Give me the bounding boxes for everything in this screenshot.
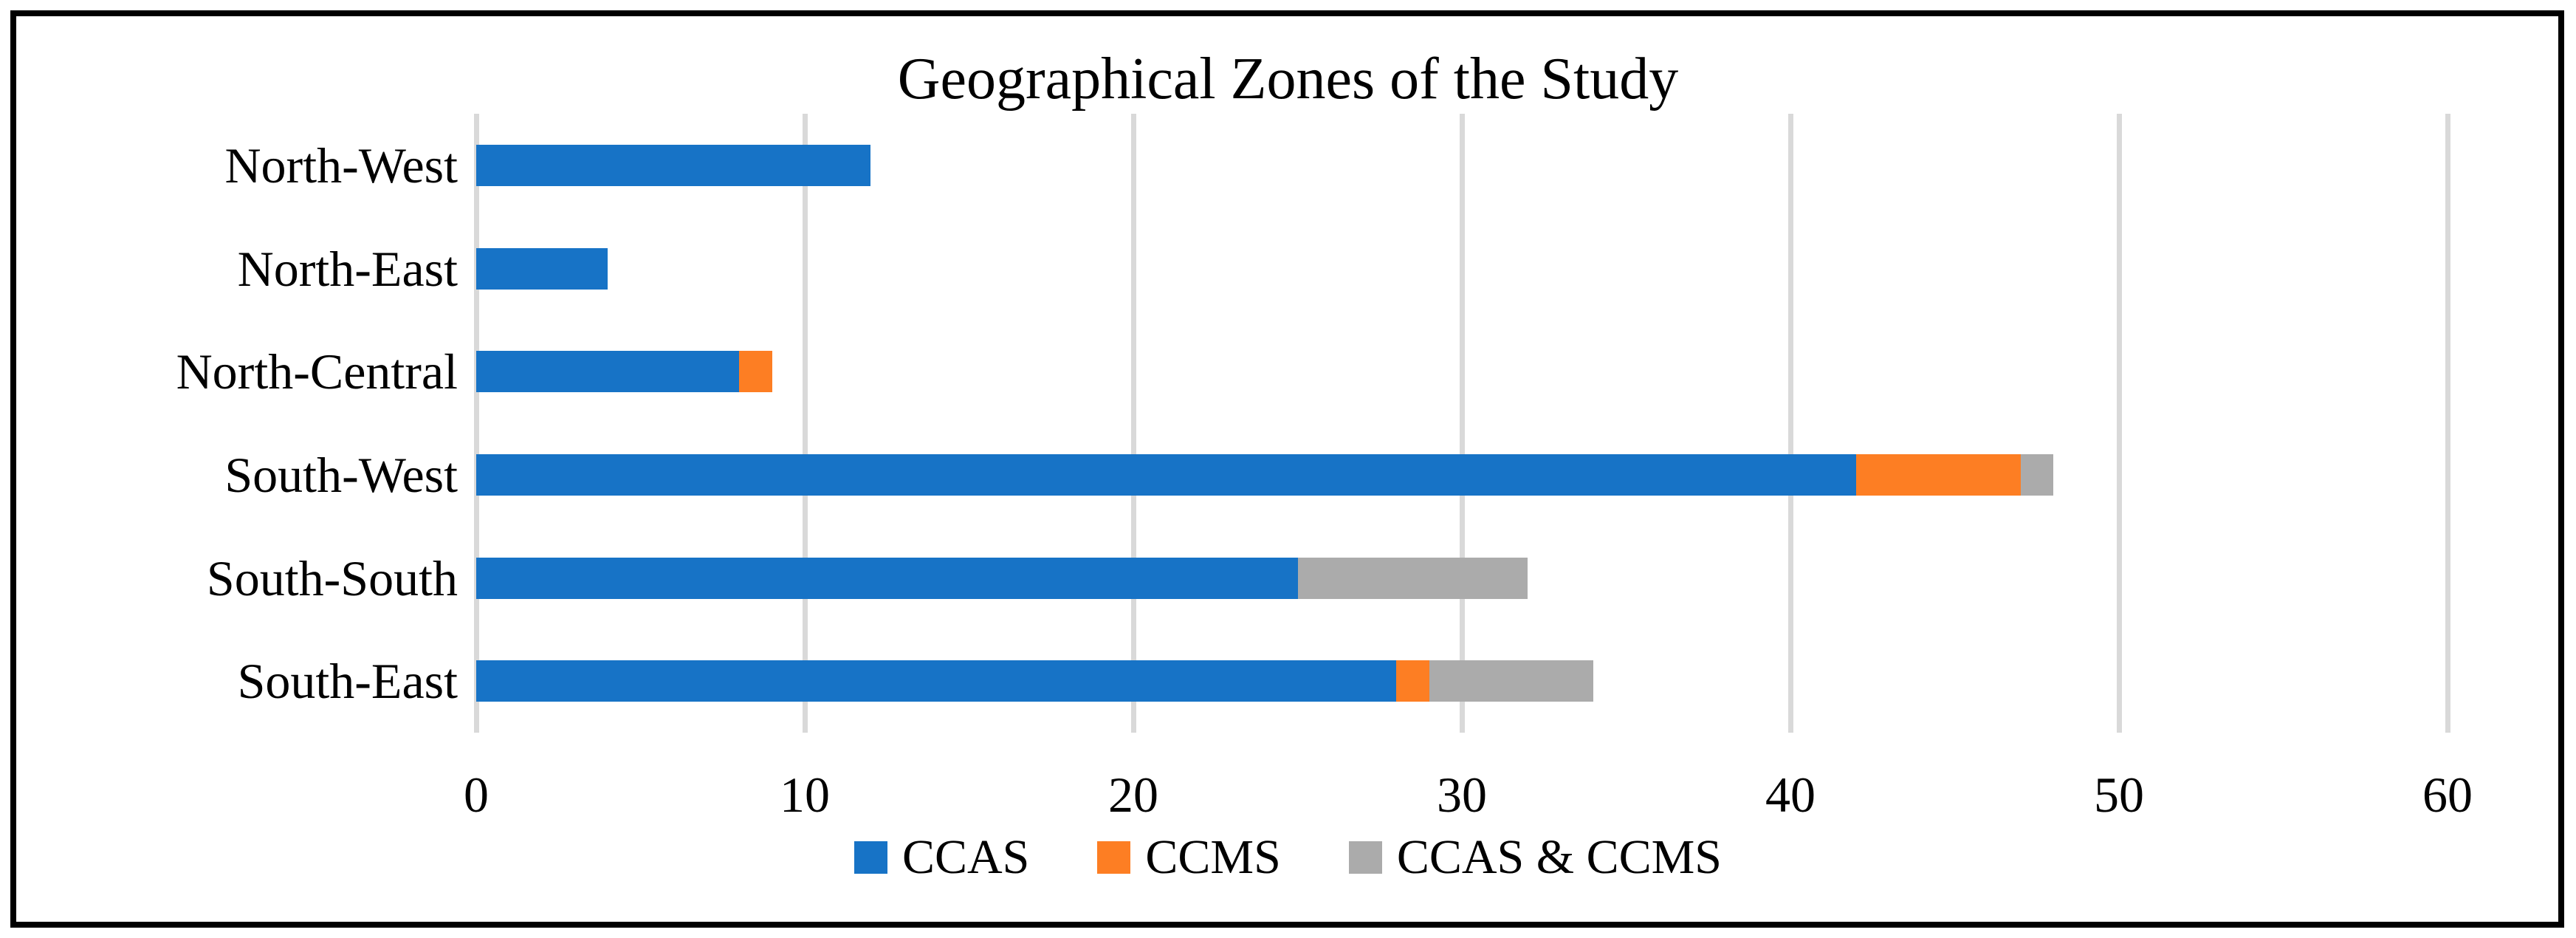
bar-segment-south-south-ccas [476, 557, 1298, 599]
bar-segment-north-east-ccas [476, 247, 608, 290]
legend-swatch-icon [1348, 841, 1382, 874]
x-tick-label-20: 20 [1108, 767, 1158, 823]
category-label-north-west: North-West [224, 137, 458, 194]
legend-item-ccas-and-ccms: CCAS & CCMS [1348, 830, 1723, 884]
legend: CCAS CCMS CCAS & CCMS [0, 833, 2576, 882]
legend-label: CCMS [1145, 830, 1281, 884]
legend-label: CCAS [901, 830, 1030, 884]
legend-swatch-icon [1097, 841, 1131, 874]
x-tick-label-50: 50 [2094, 767, 2144, 823]
gridline-0 [474, 114, 479, 733]
bar-segment-south-west-ccas [476, 453, 1856, 496]
category-label-south-east: South-East [237, 653, 458, 710]
x-tick-label-30: 30 [1437, 767, 1487, 823]
x-tick-label-40: 40 [1765, 767, 1816, 823]
bar-segment-north-west-ccas [476, 144, 870, 186]
category-label-south-south: South-South [206, 550, 458, 606]
category-label-north-east: North-East [237, 240, 458, 297]
bar-segment-south-south-ccas-and-ccms [1297, 557, 1528, 599]
gridline-60 [2445, 114, 2450, 733]
gridline-20 [1131, 114, 1136, 733]
x-tick-label-10: 10 [780, 767, 830, 823]
legend-item-ccas: CCAS [853, 830, 1030, 884]
bar-segment-south-east-ccas [476, 660, 1396, 702]
plot-area [474, 114, 2450, 733]
bar-segment-north-central-ccas [476, 351, 739, 393]
bar-segment-south-west-ccms [1856, 453, 2021, 496]
gridline-10 [803, 114, 808, 733]
gridline-30 [1460, 114, 1465, 733]
legend-label: CCAS & CCMS [1396, 830, 1723, 884]
bar-segment-south-east-ccas-and-ccms [1429, 660, 1593, 702]
x-tick-label-60: 60 [2422, 767, 2473, 823]
bar-segment-north-central-ccms [739, 351, 772, 393]
x-tick-label-0: 0 [464, 767, 489, 823]
bar-segment-south-west-ccas-and-ccms [2020, 453, 2053, 496]
gridline-40 [1788, 114, 1793, 733]
gridline-50 [2117, 114, 2122, 733]
legend-item-ccms: CCMS [1097, 830, 1281, 884]
legend-swatch-icon [853, 841, 887, 874]
category-label-north-central: North-Central [176, 343, 458, 400]
chart-title: Geographical Zones of the Study [897, 47, 1679, 112]
bar-segment-south-east-ccms [1396, 660, 1429, 702]
category-label-south-west: South-West [224, 446, 458, 503]
